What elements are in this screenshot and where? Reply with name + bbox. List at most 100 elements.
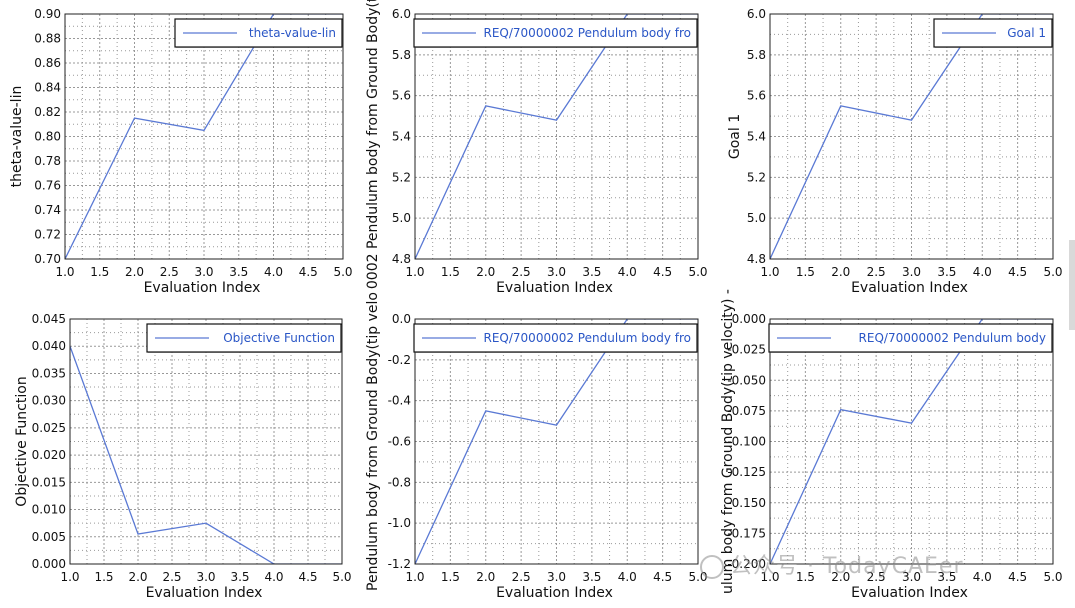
x-tick-label: 5.0 — [1043, 265, 1062, 279]
side-panel-tab[interactable] — [1069, 240, 1075, 330]
y-axis-title: Pendulum body from Ground Body(tip velo — [365, 292, 381, 591]
y-tick-label: 0.74 — [34, 203, 61, 217]
x-tick-label: 4.5 — [653, 265, 672, 279]
y-tick-label: 4.8 — [747, 252, 766, 266]
x-tick-label: 2.0 — [125, 265, 144, 279]
x-tick-label: 3.5 — [230, 570, 249, 584]
y-tick-label: 0.005 — [32, 530, 66, 544]
x-tick-label: 2.0 — [476, 570, 495, 584]
x-tick-label: 1.5 — [94, 570, 113, 584]
x-tick-label: 2.0 — [831, 570, 850, 584]
y-tick-label: 0.000 — [32, 557, 66, 571]
y-axis-title: 0002 Pendulum body from Ground Body(tip — [365, 0, 381, 289]
x-tick-label: 1.5 — [441, 570, 460, 584]
y-tick-label: -0.8 — [388, 475, 411, 489]
x-tick-label: 3.5 — [937, 265, 956, 279]
legend-label: theta-value-lin — [249, 26, 336, 40]
x-tick-label: 4.5 — [299, 265, 318, 279]
legend: REQ/70000002 Pendulum body fro — [413, 323, 698, 353]
legend: Objective Function — [146, 323, 342, 353]
y-axis-title: Goal 1 — [727, 114, 743, 159]
legend-label: REQ/70000002 Pendulum body — [859, 331, 1046, 345]
wechat-icon — [700, 555, 724, 579]
plot-frame — [769, 13, 1054, 260]
y-tick-label: 0.72 — [34, 228, 61, 242]
x-tick-label: 2.5 — [867, 265, 886, 279]
x-tick-label: 4.0 — [618, 570, 637, 584]
x-tick-label: 4.0 — [973, 265, 992, 279]
x-axis-title: Evaluation Index — [851, 585, 968, 601]
x-tick-label: 5.0 — [1043, 570, 1062, 584]
x-tick-label: 2.0 — [476, 265, 495, 279]
x-tick-label: 5.0 — [333, 265, 352, 279]
x-tick-label: 3.0 — [547, 570, 566, 584]
x-tick-label: 2.5 — [512, 265, 531, 279]
legend-label: Objective Function — [223, 331, 335, 345]
legend-label: REQ/70000002 Pendulum body fro — [484, 26, 692, 40]
x-tick-label: 2.5 — [512, 570, 531, 584]
y-tick-label: 5.0 — [747, 211, 766, 225]
x-tick-label: 3.5 — [937, 570, 956, 584]
grid — [770, 14, 1053, 259]
y-tick-label: 0.76 — [34, 179, 61, 193]
legend: REQ/70000002 Pendulum body fro — [413, 18, 698, 48]
x-tick-label: 4.5 — [1008, 570, 1027, 584]
y-axis-title: theta-value-lin — [9, 86, 25, 188]
y-tick-label: 0.010 — [32, 503, 66, 517]
y-tick-label: -1.0 — [388, 516, 411, 530]
x-tick-label: 4.0 — [973, 570, 992, 584]
x-tick-label: 3.5 — [229, 265, 248, 279]
y-tick-label: -0.175 — [727, 526, 766, 540]
x-tick-label: 1.0 — [760, 570, 779, 584]
y-tick-label: 0.86 — [34, 56, 61, 70]
y-tick-label: -0.125 — [727, 465, 766, 479]
x-tick-label: 2.5 — [160, 265, 179, 279]
x-tick-label: 2.0 — [128, 570, 147, 584]
y-tick-label: 0.025 — [32, 421, 66, 435]
x-tick-label: 4.5 — [1008, 265, 1027, 279]
y-tick-label: -0.6 — [388, 435, 411, 449]
x-tick-label: 1.5 — [796, 570, 815, 584]
x-axis-title: Evaluation Index — [496, 585, 613, 601]
x-tick-label: 5.0 — [688, 265, 707, 279]
grid — [65, 14, 343, 259]
y-tick-label: -1.2 — [388, 557, 411, 571]
legend: theta-value-lin — [174, 18, 343, 48]
y-tick-label: -0.025 — [727, 343, 766, 357]
x-tick-label: 2.5 — [867, 570, 886, 584]
y-tick-label: 6.0 — [747, 7, 766, 21]
x-tick-label: 3.0 — [196, 570, 215, 584]
y-tick-label: -0.050 — [727, 373, 766, 387]
x-tick-label: 1.0 — [405, 570, 424, 584]
y-tick-label: 0.015 — [32, 475, 66, 489]
y-tick-label: 5.8 — [747, 48, 766, 62]
x-tick-label: 1.0 — [760, 265, 779, 279]
x-tick-label: 4.5 — [298, 570, 317, 584]
plot-frame — [414, 318, 699, 565]
y-tick-label: 5.8 — [392, 48, 411, 62]
y-tick-label: 0.82 — [34, 105, 61, 119]
x-tick-label: 5.0 — [332, 570, 351, 584]
x-tick-label: 2.0 — [831, 265, 850, 279]
grid — [415, 14, 698, 259]
x-tick-label: 1.5 — [90, 265, 109, 279]
y-tick-label: 5.0 — [392, 211, 411, 225]
x-tick-label: 1.0 — [60, 570, 79, 584]
x-tick-label: 1.0 — [405, 265, 424, 279]
legend-label: REQ/70000002 Pendulum body fro — [484, 331, 692, 345]
y-tick-label: 0.0 — [392, 312, 411, 326]
y-tick-label: 0.88 — [34, 32, 61, 46]
y-tick-label: -0.4 — [388, 394, 411, 408]
y-tick-label: 0.045 — [32, 312, 66, 326]
legend: REQ/70000002 Pendulum body — [768, 323, 1053, 353]
legend-label: Goal 1 — [1007, 26, 1046, 40]
plot-frame — [64, 13, 344, 260]
y-tick-label: 5.6 — [392, 89, 411, 103]
grid — [415, 319, 698, 564]
